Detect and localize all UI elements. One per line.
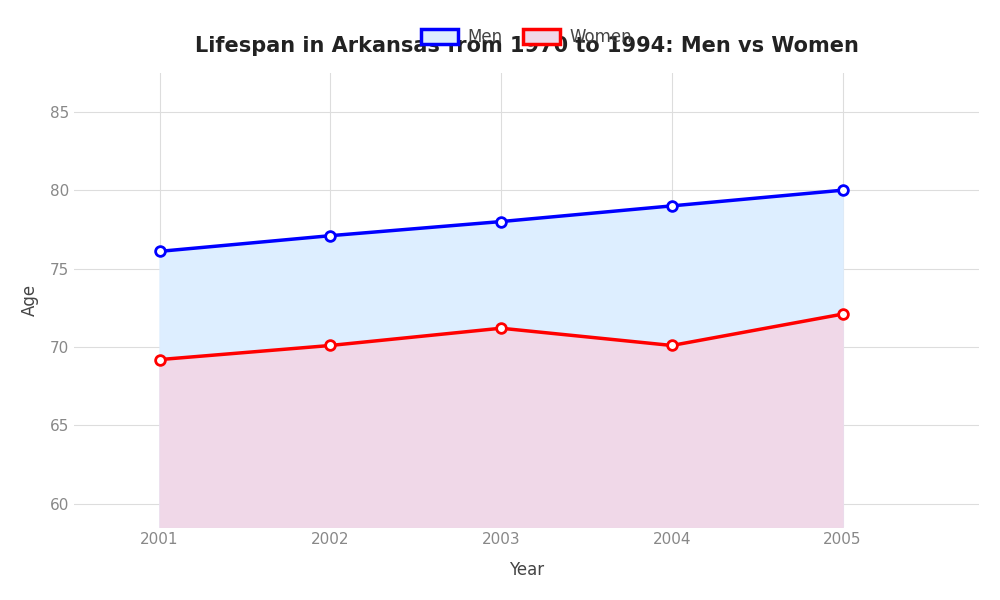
X-axis label: Year: Year	[509, 561, 544, 579]
Y-axis label: Age: Age	[21, 284, 39, 316]
Title: Lifespan in Arkansas from 1970 to 1994: Men vs Women: Lifespan in Arkansas from 1970 to 1994: …	[195, 36, 859, 56]
Legend: Men, Women: Men, Women	[414, 22, 639, 53]
